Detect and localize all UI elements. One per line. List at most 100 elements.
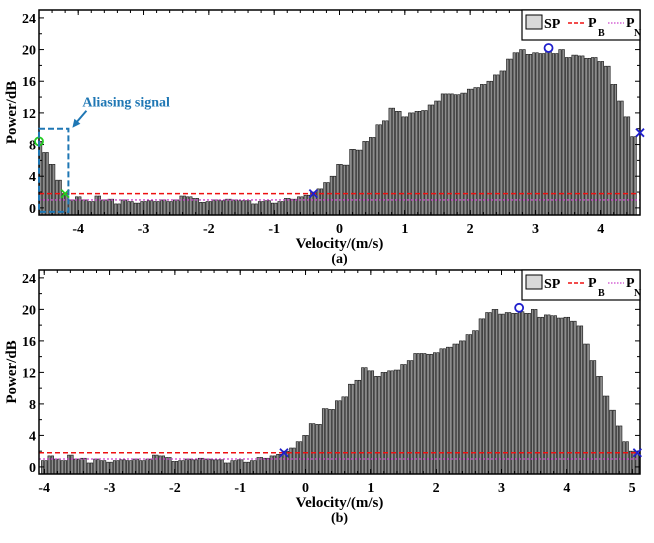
spectrum-bar	[433, 352, 437, 474]
spectrum-bar	[602, 395, 606, 474]
spectrum-bar	[586, 343, 590, 474]
y-tick-label: 20	[22, 44, 36, 59]
spectrum-bar	[150, 200, 154, 215]
x-marker	[308, 188, 319, 199]
spectrum-bar	[60, 460, 64, 474]
spectrum-bar	[367, 370, 371, 474]
spectrum-bar	[544, 314, 548, 474]
spectrum-bar	[589, 360, 593, 474]
spectrum-bar	[482, 318, 486, 474]
spectrum-bar	[570, 320, 574, 474]
legend-sp-label: SP	[544, 17, 561, 32]
spectrum-bar	[576, 325, 580, 474]
spectrum-bar	[223, 462, 228, 474]
spectrum-bar	[563, 316, 567, 474]
spectrum-bar	[165, 457, 169, 474]
spectrum-bar	[238, 200, 242, 215]
spectrum-bar	[146, 200, 150, 215]
x-tick-label: 4	[563, 481, 570, 496]
spectrum-bar	[446, 346, 450, 474]
x-tick-label: 0	[336, 222, 343, 237]
spectrum-bar	[208, 201, 213, 215]
spectrum-bar	[261, 201, 265, 215]
spectrum-bar	[465, 334, 469, 474]
spectrum-bar	[351, 383, 355, 474]
spectrum-bar	[243, 461, 247, 474]
spectrum-bar	[368, 137, 373, 215]
spectrum-bar	[145, 458, 149, 474]
spectrum-bar	[48, 164, 52, 215]
spectrum-bar	[380, 372, 384, 474]
x-tick-label: -4	[38, 481, 50, 496]
spectrum-bar	[519, 49, 523, 215]
spectrum-bar	[522, 49, 526, 215]
spectrum-bar	[581, 55, 585, 215]
spectrum-bar	[359, 149, 363, 215]
spectrum-bar	[462, 340, 466, 474]
y-tick-label: 8	[29, 398, 36, 413]
spectrum-bar	[114, 203, 118, 215]
legend-pn-subscript: N	[634, 28, 642, 39]
spectrum-bar	[67, 454, 71, 474]
spectrum-bar	[280, 201, 284, 215]
spectrum-bar	[140, 201, 144, 215]
spectrum-bar	[107, 198, 111, 215]
spectrum-bar	[483, 84, 487, 215]
spectrum-bar	[336, 164, 340, 215]
spectrum-bar	[620, 100, 624, 215]
spectrum-bar	[609, 409, 613, 474]
spectrum-bar	[591, 57, 595, 215]
spectrum-bar	[156, 201, 160, 215]
spectrum-bar	[574, 54, 578, 215]
spectrum-bar	[537, 316, 541, 474]
spectrum-bar	[73, 458, 77, 474]
spectrum-bar	[362, 141, 366, 215]
spectrum-bar	[42, 152, 46, 215]
spectrum-bar	[610, 84, 614, 215]
x-axis-label: Velocity/(m/s)	[296, 495, 384, 511]
spectrum-bar	[335, 400, 339, 474]
spectrum-bar	[365, 141, 369, 215]
spectrum-bar	[230, 460, 234, 474]
spectrum-bar	[463, 92, 467, 215]
spectrum-bar	[205, 201, 209, 215]
spectrum-bar	[612, 409, 616, 474]
spectrum-bar	[45, 152, 49, 215]
y-tick-label: 4	[29, 429, 36, 444]
spectrum-bar	[93, 458, 97, 474]
spectrum-bar	[292, 447, 296, 474]
spectrum-bar	[384, 372, 388, 474]
spectrum-bar	[132, 458, 136, 474]
spectrum-bar	[596, 376, 600, 474]
spectrum-bar	[476, 87, 480, 215]
spectrum-bar	[110, 198, 115, 215]
spectrum-bar	[495, 309, 499, 474]
spectrum-bar	[169, 201, 173, 215]
spectrum-bar	[210, 459, 214, 474]
spectrum-bar	[622, 441, 626, 474]
spectrum-bar	[222, 200, 226, 215]
spectrum-bar	[152, 454, 156, 474]
spectrum-bar	[129, 460, 133, 474]
spectrum-bar	[142, 460, 146, 474]
spectrum-bar	[184, 458, 188, 474]
spectrum-bar	[535, 52, 539, 215]
y-tick-label: 16	[22, 75, 36, 90]
spectrum-bar	[276, 454, 280, 474]
spectrum-bar	[323, 182, 327, 215]
spectrum-bar	[613, 84, 618, 215]
spectrum-bar	[512, 52, 516, 215]
spectrum-bar	[504, 312, 508, 474]
spectrum-bar	[475, 330, 479, 474]
spectrum-bar	[401, 116, 405, 215]
spectrum-bar	[593, 360, 597, 474]
spectrum-bar	[517, 311, 522, 474]
spectrum-bar	[375, 124, 379, 215]
spectrum-bar	[486, 80, 490, 215]
circle-marker	[543, 43, 554, 53]
spectrum-bar	[315, 424, 319, 474]
spectrum-bar	[600, 61, 604, 215]
spectrum-bar	[558, 49, 562, 215]
